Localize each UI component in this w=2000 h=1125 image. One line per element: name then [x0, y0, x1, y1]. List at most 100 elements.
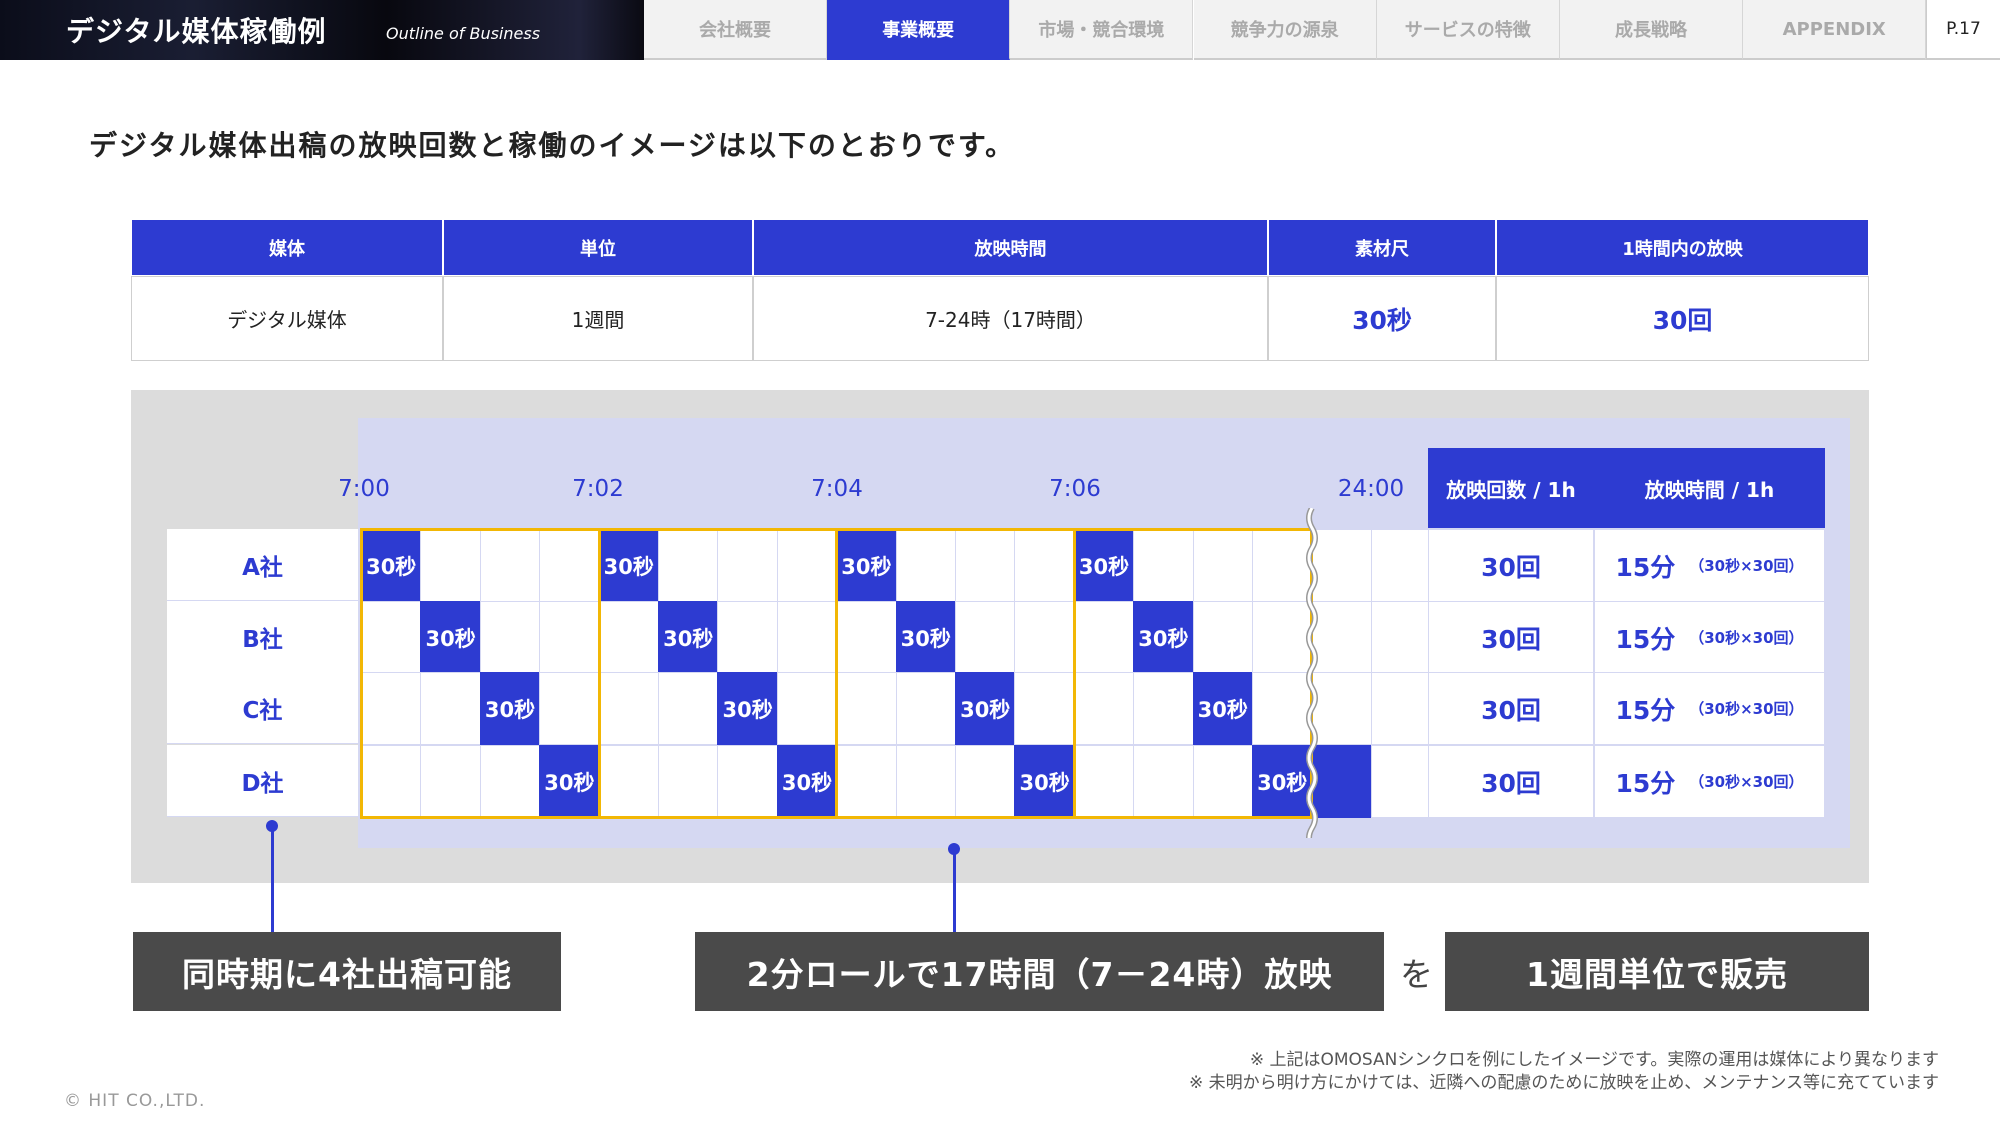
airtime-detail: （30秒×30回） — [1689, 773, 1804, 791]
empty-slot — [1370, 601, 1432, 674]
tab-5[interactable]: サービスの特徴 — [1376, 0, 1560, 60]
empty-slot — [1014, 601, 1075, 674]
empty-slot — [895, 529, 956, 602]
empty-slot — [717, 529, 778, 602]
empty-slot — [1370, 672, 1432, 745]
empty-slot — [1252, 672, 1313, 745]
empty-slot — [717, 745, 778, 818]
plays-per-hour: 30回 — [1428, 529, 1594, 602]
empty-slot — [1370, 529, 1432, 602]
airtime-value: 15分 — [1615, 624, 1676, 654]
airtime-value: 15分 — [1615, 552, 1676, 582]
table-cell: 1週間 — [443, 276, 753, 361]
empty-slot — [1133, 745, 1194, 818]
empty-slot — [361, 601, 422, 674]
empty-slot — [539, 601, 600, 674]
empty-slot — [1073, 672, 1135, 745]
empty-slot — [361, 672, 422, 745]
empty-slot — [1192, 745, 1253, 818]
time-label: 7:00 — [338, 476, 390, 502]
empty-slot — [836, 745, 897, 818]
ad-slot: 30秒 — [1133, 601, 1194, 674]
empty-slot — [479, 601, 541, 674]
tab-2[interactable]: 事業概要 — [827, 0, 1011, 60]
ad-slot: 30秒 — [1073, 529, 1135, 602]
airtime-per-hour: 15分 （30秒×30回） — [1594, 745, 1825, 818]
time-label: 24:00 — [1337, 476, 1405, 502]
ad-slot: 30秒 — [420, 601, 481, 674]
tab-1[interactable]: 会社概要 — [644, 0, 827, 60]
empty-slot — [539, 529, 600, 602]
ad-slot: 30秒 — [598, 529, 659, 602]
copyright: © HIT CO.,LTD. — [64, 1091, 206, 1111]
callout-four-companies: 同時期に4社出稿可能 — [133, 932, 561, 1011]
empty-slot — [955, 745, 1016, 818]
empty-slot — [598, 601, 659, 674]
right-header-airtime: 放映時間 / 1h — [1594, 448, 1825, 528]
slide-subtitle: Outline of Business — [386, 24, 541, 43]
table-cell: 7-24時（17時間） — [753, 276, 1268, 361]
empty-slot — [420, 672, 481, 745]
company-label: C社 — [167, 672, 358, 744]
company-label: D社 — [167, 745, 358, 817]
empty-slot — [1073, 745, 1135, 818]
table-header-cell: 放映時間 — [753, 219, 1268, 276]
table-cell: 30回 — [1496, 276, 1869, 361]
ad-slot: 30秒 — [361, 529, 422, 602]
time-label: 7:06 — [1049, 476, 1101, 502]
empty-slot — [776, 529, 838, 602]
empty-slot — [598, 672, 659, 745]
callout-connector: を — [1400, 955, 1433, 994]
right-header-plays: 放映回数 / 1h — [1428, 448, 1594, 528]
table-header-cell: 1時間内の放映 — [1496, 219, 1869, 276]
airtime-per-hour: 15分 （30秒×30回） — [1594, 529, 1825, 602]
connector-line — [271, 826, 274, 932]
empty-slot — [361, 745, 422, 818]
empty-slot — [1014, 672, 1075, 745]
empty-slot — [1073, 601, 1135, 674]
callout-two-minute-roll: 2分ロールで17時間（7－24時）放映 — [695, 932, 1384, 1011]
break-wave-icon — [1306, 508, 1318, 838]
tab-7[interactable]: APPENDIX — [1743, 0, 1927, 60]
footnote: ※ 未明から明け方にかけては、近隣への配慮のために放映を止め、メンテナンス等に充… — [1189, 1073, 1939, 1093]
ad-slot: 30秒 — [776, 745, 838, 818]
empty-slot — [955, 601, 1016, 674]
page-heading: デジタル媒体出稿の放映回数と稼働のイメージは以下のとおりです。 — [89, 129, 1016, 162]
empty-slot — [836, 672, 897, 745]
empty-slot — [1252, 529, 1313, 602]
airtime-value: 15分 — [1615, 768, 1676, 798]
empty-slot — [1370, 745, 1432, 818]
empty-slot — [717, 601, 778, 674]
empty-slot — [1311, 672, 1372, 745]
table-cell: デジタル媒体 — [131, 276, 443, 361]
empty-slot — [479, 745, 541, 818]
ad-slot: 30秒 — [479, 672, 541, 745]
empty-slot — [895, 672, 956, 745]
airtime-detail: （30秒×30回） — [1689, 629, 1804, 647]
tab-3[interactable]: 市場・競合環境 — [1010, 0, 1194, 60]
airtime-per-hour: 15分 （30秒×30回） — [1594, 601, 1825, 674]
slide-title: デジタル媒体稼働例 — [66, 15, 327, 48]
empty-slot — [658, 672, 719, 745]
empty-slot — [1192, 601, 1253, 674]
empty-slot — [955, 529, 1016, 602]
tab-4[interactable]: 競争力の源泉 — [1193, 0, 1377, 60]
empty-slot — [1133, 529, 1194, 602]
empty-slot — [776, 672, 838, 745]
airtime-value: 15分 — [1615, 695, 1676, 725]
page-number: P.17 — [1926, 0, 2000, 60]
empty-slot — [1192, 529, 1253, 602]
tab-6[interactable]: 成長戦略 — [1560, 0, 1743, 60]
ad-slot: 30秒 — [955, 672, 1016, 745]
ad-slot: 30秒 — [895, 601, 956, 674]
empty-slot — [776, 601, 838, 674]
plays-per-hour: 30回 — [1428, 745, 1594, 818]
plays-per-hour: 30回 — [1428, 672, 1594, 745]
empty-slot — [1014, 529, 1075, 602]
company-label: B社 — [167, 601, 358, 673]
header-banner: デジタル媒体稼働例 Outline of Business — [0, 0, 644, 60]
empty-slot — [598, 745, 659, 818]
table-header-cell: 素材尺 — [1268, 219, 1496, 276]
ad-slot: 30秒 — [1192, 672, 1253, 745]
plays-per-hour: 30回 — [1428, 601, 1594, 674]
